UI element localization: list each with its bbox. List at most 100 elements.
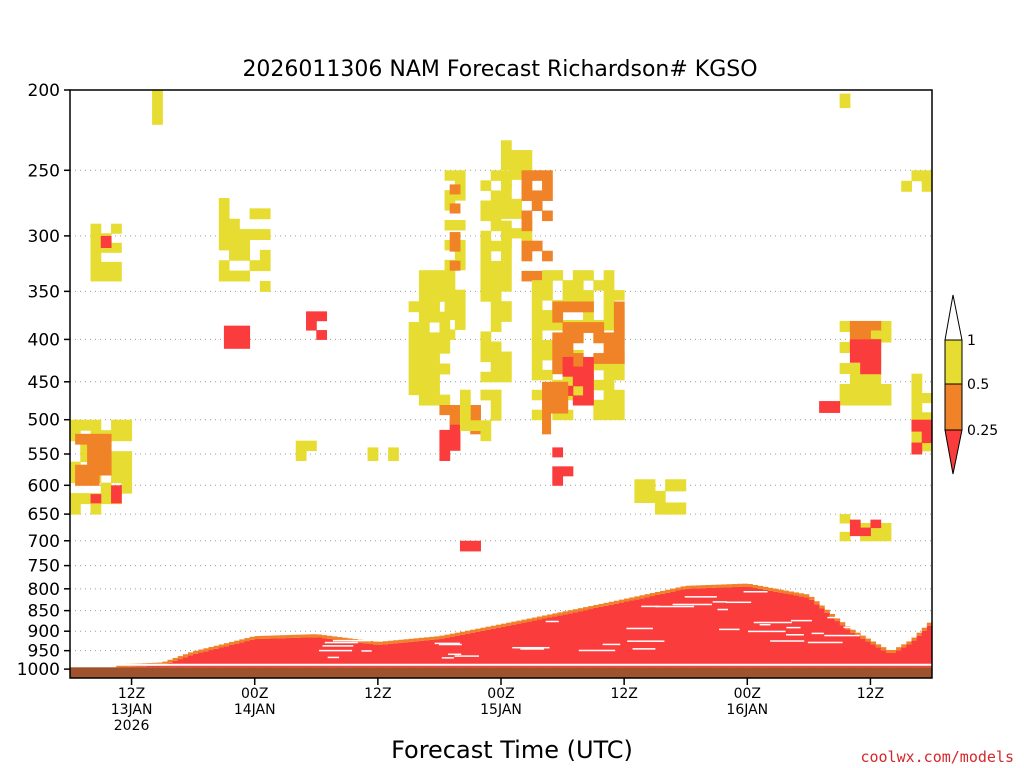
band-column bbox=[275, 638, 281, 668]
ri-cell-11 bbox=[490, 200, 502, 212]
ri-cell-23 bbox=[849, 329, 861, 340]
ri-cell-8 bbox=[418, 301, 430, 313]
band-fringe bbox=[259, 635, 266, 639]
ri-cell-8 bbox=[429, 290, 440, 302]
band-column bbox=[675, 590, 682, 668]
ri-cell-11 bbox=[480, 250, 492, 262]
ri-cell-9 bbox=[454, 309, 466, 321]
ri-cell-8 bbox=[418, 270, 430, 282]
ri-cell-12 bbox=[511, 208, 523, 219]
ri-cell-5 bbox=[218, 239, 230, 251]
band-fringe bbox=[188, 652, 194, 656]
ri-cell-15 bbox=[603, 342, 615, 354]
band-fringe bbox=[690, 585, 697, 589]
band-fringe bbox=[572, 609, 579, 613]
band-column bbox=[685, 588, 692, 668]
ri-cell-5 bbox=[218, 197, 230, 209]
ri-cell-11 bbox=[480, 230, 492, 242]
band-streak bbox=[520, 648, 545, 650]
band-fringe bbox=[167, 659, 174, 663]
ri-cell-22 bbox=[849, 394, 861, 406]
band-fringe bbox=[675, 587, 682, 591]
ri-cell-21 bbox=[459, 399, 471, 411]
ri-cell-0 bbox=[100, 493, 112, 505]
ri-cell-13 bbox=[542, 170, 553, 181]
band-column bbox=[572, 612, 579, 668]
ri-cell-15 bbox=[552, 301, 564, 313]
band-streak bbox=[327, 656, 340, 659]
band-column bbox=[613, 603, 620, 668]
ri-cell-8 bbox=[439, 363, 451, 375]
ri-cell-22 bbox=[860, 383, 871, 396]
ri-cell-13 bbox=[542, 190, 553, 201]
band-fringe bbox=[813, 601, 820, 605]
ri-cell-6 bbox=[223, 336, 238, 349]
band-column bbox=[239, 642, 245, 668]
ri-cell-14 bbox=[603, 379, 615, 391]
band-fringe bbox=[177, 656, 184, 660]
ri-cell-14 bbox=[531, 339, 543, 351]
ri-cell-5 bbox=[259, 249, 271, 261]
band-column bbox=[511, 624, 517, 668]
band-column bbox=[824, 612, 830, 668]
ri-cell-0 bbox=[111, 430, 122, 442]
band-column bbox=[783, 593, 789, 668]
ri-cell-22 bbox=[880, 331, 892, 343]
band-column bbox=[193, 653, 199, 668]
ri-cell-9 bbox=[444, 289, 456, 301]
band-streak bbox=[655, 605, 695, 608]
band-column bbox=[716, 587, 723, 668]
band-fringe bbox=[706, 584, 712, 588]
band-column bbox=[880, 650, 887, 668]
band-column bbox=[352, 642, 358, 668]
y-tick-label-700: 700 bbox=[28, 532, 60, 552]
band-fringe bbox=[393, 640, 399, 644]
band-streak bbox=[672, 603, 712, 606]
ri-cell-22 bbox=[870, 373, 882, 385]
ri-cell-31 bbox=[849, 519, 861, 529]
band-column bbox=[742, 586, 748, 668]
ri-cell-20 bbox=[470, 414, 481, 425]
band-column bbox=[223, 646, 230, 668]
ri-cell-19 bbox=[439, 450, 451, 461]
band-fringe bbox=[757, 585, 764, 589]
band-column bbox=[516, 623, 523, 668]
ri-cell-7 bbox=[316, 330, 328, 340]
ri-cell-11 bbox=[501, 260, 512, 272]
band-fringe bbox=[280, 635, 286, 639]
band-fringe bbox=[577, 608, 584, 612]
ri-cell-14 bbox=[593, 359, 605, 371]
band-column bbox=[300, 637, 307, 668]
band-streak bbox=[512, 646, 550, 649]
ri-cell-32 bbox=[152, 90, 163, 102]
ri-cell-22 bbox=[839, 383, 851, 396]
ri-cell-13 bbox=[531, 200, 543, 212]
ri-cell-20 bbox=[470, 405, 481, 416]
band-column bbox=[834, 621, 841, 668]
ri-cell-5 bbox=[229, 270, 240, 282]
band-fringe bbox=[916, 632, 923, 636]
ri-cell-14 bbox=[542, 310, 553, 321]
band-column bbox=[680, 589, 687, 668]
x-tick-label-4-0: 12Z bbox=[610, 686, 637, 702]
ri-cell-26 bbox=[921, 392, 932, 404]
band-column bbox=[429, 639, 435, 668]
ri-cell-21 bbox=[470, 420, 481, 431]
band-column bbox=[926, 625, 932, 668]
band-column bbox=[870, 644, 877, 668]
band-column bbox=[798, 596, 805, 668]
ri-cell-16 bbox=[583, 376, 594, 387]
ri-cell-24 bbox=[849, 350, 861, 363]
ri-cell-15 bbox=[613, 342, 625, 354]
ri-cell-15 bbox=[572, 301, 584, 313]
ri-cell-15 bbox=[562, 301, 574, 313]
ri-cell-14 bbox=[613, 369, 625, 381]
ri-cell-13 bbox=[521, 190, 533, 201]
band-column bbox=[890, 653, 897, 668]
ri-cell-29 bbox=[839, 93, 851, 109]
ri-cell-14 bbox=[613, 409, 625, 421]
ri-cell-5 bbox=[239, 249, 251, 261]
band-streak bbox=[712, 601, 728, 603]
ri-cell-11 bbox=[501, 371, 512, 383]
y-tick-label-450: 450 bbox=[28, 373, 60, 393]
